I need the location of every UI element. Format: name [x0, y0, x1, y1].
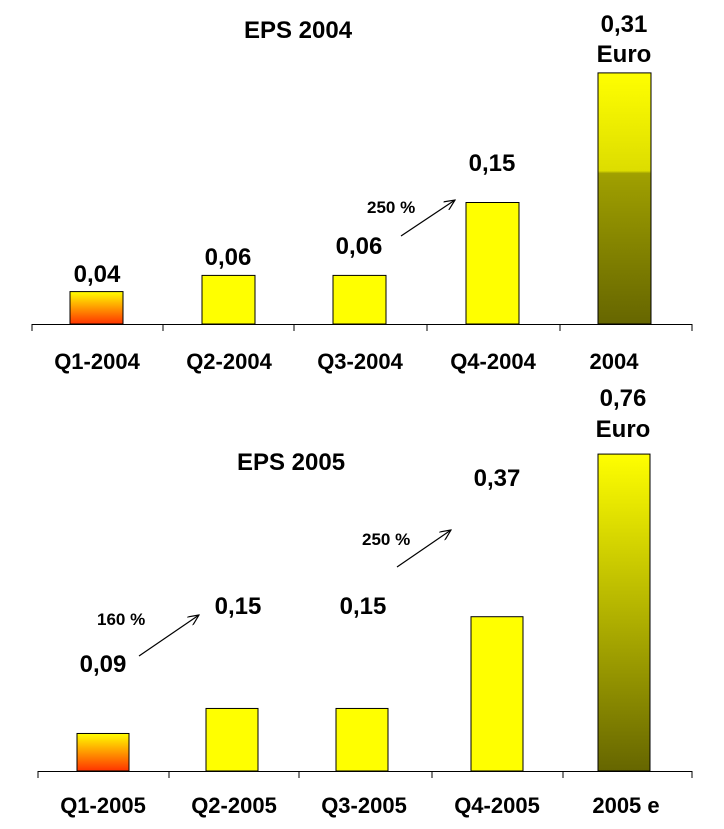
unit-label: Euro: [596, 416, 651, 443]
tick-label: Q3-2004: [317, 349, 403, 374]
value-label: 0,15: [340, 593, 387, 620]
category-labels: Q1-2004 Q2-2004 Q3-2004 Q4-2004 2004: [54, 349, 639, 374]
growth-annotation: 160 %: [97, 610, 199, 657]
bar-q1-2004: [69, 291, 124, 325]
bars: [76, 453, 651, 772]
tick-label: Q4-2005: [454, 793, 540, 818]
bar-2004: [597, 72, 652, 325]
bar-q2-2005: [205, 707, 259, 772]
value-label: 0,04: [74, 261, 121, 288]
category-labels: Q1-2005 Q2-2005 Q3-2005 Q4-2005 2005 e: [60, 793, 659, 818]
x-axis: [31, 324, 693, 331]
value-label: 0,09: [80, 651, 127, 678]
tick-label: Q2-2005: [191, 793, 277, 818]
bar-q4-2004: [465, 202, 520, 325]
bar-q2-2004: [201, 274, 256, 325]
bar-q4-2005: [470, 616, 524, 772]
value-labels: 0,09 0,15 0,15 0,37 0,76 Euro: [80, 385, 651, 678]
bars: [69, 72, 652, 325]
unit-label: Euro: [597, 41, 652, 68]
tick-label: Q3-2005: [321, 793, 407, 818]
bar-2005-e: [597, 453, 651, 772]
growth-annotation: 250 %: [367, 198, 455, 237]
tick-label: 2005 e: [592, 793, 659, 818]
growth-label: 250 %: [362, 530, 410, 549]
tick-label: 2004: [590, 349, 640, 374]
growth-arrow: [396, 530, 451, 568]
growth-annotation: 250 %: [362, 530, 451, 568]
chart-title: EPS 2005: [237, 449, 345, 476]
value-label: 0,06: [205, 244, 252, 271]
bar-q1-2005: [76, 732, 130, 772]
value-label: 0,76: [600, 385, 647, 412]
growth-label: 250 %: [367, 198, 415, 217]
bar-q3-2005: [335, 707, 389, 772]
tick-label: Q1-2005: [60, 793, 146, 818]
value-label: 0,06: [336, 233, 383, 260]
tick-label: Q4-2004: [450, 349, 536, 374]
growth-label: 160 %: [97, 610, 145, 629]
value-label: 0,15: [215, 593, 262, 620]
tick-label: Q1-2004: [54, 349, 140, 374]
value-label: 0,15: [469, 150, 516, 177]
chart-title: EPS 2004: [244, 17, 353, 44]
value-label: 0,31: [601, 11, 648, 38]
value-labels: 0,04 0,06 0,06 0,15 0,31 Euro: [74, 11, 652, 288]
growth-arrow: [138, 615, 199, 657]
tick-label: Q2-2004: [186, 349, 272, 374]
x-axis: [37, 771, 693, 778]
value-label: 0,37: [474, 465, 521, 492]
bar-q3-2004: [332, 274, 387, 325]
chart-eps-2005: EPS 2005 0,09 0,15 0,15 0,37 0,76 Euro Q…: [37, 385, 693, 818]
chart-eps-2004: EPS 2004 0,04 0,06 0,06 0,15 0,31 Euro Q…: [31, 11, 693, 374]
growth-arrow: [400, 200, 455, 237]
